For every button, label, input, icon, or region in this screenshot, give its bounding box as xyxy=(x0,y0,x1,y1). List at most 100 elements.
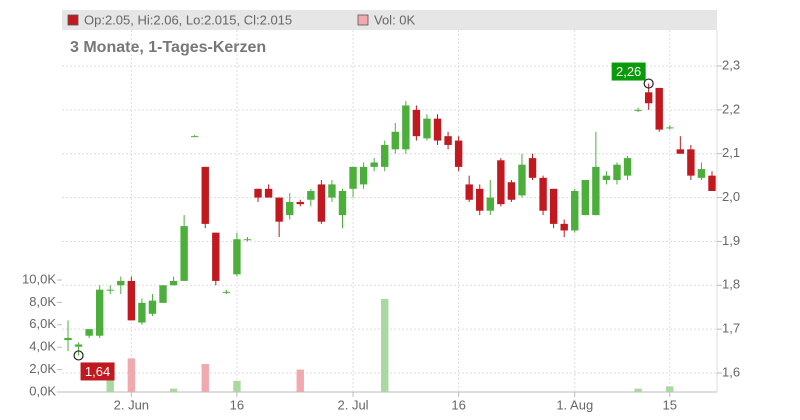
candle-body xyxy=(391,131,399,150)
ohlc-legend: Op:2.05, Hi:2.06, Lo:2.015, Cl:2.015 xyxy=(84,12,292,27)
candle-body xyxy=(328,184,336,198)
candle-body xyxy=(138,302,146,323)
y-tick-label: 1,6 xyxy=(722,364,740,379)
candle-body xyxy=(117,280,125,286)
y-tick-label: 1,7 xyxy=(722,321,740,336)
candle-body xyxy=(233,239,241,275)
volume-bar xyxy=(169,388,178,392)
candle-body xyxy=(644,92,653,104)
candle-body xyxy=(222,291,231,293)
candle-body xyxy=(539,177,547,211)
ohlc-legend-swatch xyxy=(67,14,79,26)
candle-body xyxy=(687,149,695,176)
candle-body xyxy=(317,184,326,222)
y2-tick-label: 8,0K xyxy=(29,294,56,309)
candle-body xyxy=(602,175,611,181)
x-tick-label: 15 xyxy=(663,397,677,412)
subtitle: 3 Monate, 1-Tages-Kerzen xyxy=(70,39,266,56)
annotation-box xyxy=(611,62,646,81)
volume-bar xyxy=(233,380,241,392)
candle-body xyxy=(549,188,558,224)
candle-body xyxy=(634,109,642,111)
candle-body xyxy=(592,166,600,216)
candle-body xyxy=(180,226,188,281)
candle-body xyxy=(286,201,294,216)
y2-tick-label: 4,0K xyxy=(29,339,56,354)
candle-body xyxy=(212,232,220,281)
x-tick-label: 1. Aug xyxy=(556,397,593,412)
candle-body xyxy=(64,337,72,341)
candle-body xyxy=(476,188,484,211)
x-tick-label: 2. Jul xyxy=(338,397,369,412)
annotation-marker xyxy=(73,350,84,361)
candle-body xyxy=(454,140,463,167)
annotation-marker xyxy=(643,78,654,89)
candle-body xyxy=(159,285,167,303)
candle-body xyxy=(560,223,568,231)
candle-body xyxy=(423,118,431,139)
y-tick-label: 2,2 xyxy=(722,101,740,116)
y2-tick-label: 10,0K xyxy=(22,271,56,286)
candle-body xyxy=(465,184,473,200)
candle-body xyxy=(708,175,716,191)
x-tick-label: 2. Jun xyxy=(114,397,149,412)
y-tick-label: 2,1 xyxy=(722,145,740,160)
candle-body xyxy=(74,344,83,347)
candle-body xyxy=(254,188,262,198)
candle-body xyxy=(613,164,621,181)
candle-body xyxy=(433,118,442,141)
legend-bar xyxy=(62,10,717,30)
candle-body xyxy=(402,105,410,150)
y2-tick-label: 0,0K xyxy=(29,383,56,398)
candle-body xyxy=(666,127,674,129)
candle-body xyxy=(127,280,136,321)
volume-bar xyxy=(127,358,136,392)
candle-body xyxy=(201,166,209,224)
candle-body xyxy=(264,188,273,198)
y-tick-label: 2,3 xyxy=(722,57,740,72)
candle-body xyxy=(412,109,421,137)
candle-body xyxy=(655,87,663,130)
candle-body xyxy=(95,289,104,336)
candle-body xyxy=(676,149,685,154)
volume-bar xyxy=(201,364,209,392)
candle-body xyxy=(106,289,114,291)
annotation-box xyxy=(80,362,115,381)
candle-body xyxy=(85,329,93,336)
candle-body xyxy=(338,190,347,216)
annotation-label: 2,26 xyxy=(616,64,641,79)
volume-bar xyxy=(634,388,642,392)
candle-body xyxy=(307,190,315,200)
candle-body xyxy=(697,169,706,178)
x-tick-label: 16 xyxy=(451,397,465,412)
candle-body xyxy=(296,201,304,205)
annotation-label: 1,64 xyxy=(85,364,110,379)
candle-body xyxy=(497,160,505,205)
candle-body xyxy=(518,164,526,196)
candle-body xyxy=(507,182,516,200)
y2-tick-label: 6,0K xyxy=(29,316,56,331)
y-tick-label: 1,8 xyxy=(722,277,740,292)
x-tick-label: 16 xyxy=(230,397,244,412)
candle-body xyxy=(370,162,378,167)
candle-body xyxy=(581,180,590,216)
y-tick-label: 2,0 xyxy=(722,189,740,204)
candle-body xyxy=(190,136,199,138)
y2-tick-label: 2,0K xyxy=(29,361,56,376)
volume-bar xyxy=(296,369,304,392)
candle-body xyxy=(571,190,579,231)
volume-bar xyxy=(666,386,674,392)
volume-legend-swatch xyxy=(357,14,369,26)
candle-body xyxy=(169,280,178,286)
candle-body xyxy=(359,166,368,185)
candle-body xyxy=(243,239,252,241)
candle-body xyxy=(381,144,389,167)
candle-body xyxy=(444,136,452,145)
volume-legend: Vol: 0K xyxy=(374,12,416,27)
volume-bar xyxy=(106,375,114,392)
candle-body xyxy=(623,158,632,176)
candle-body xyxy=(148,300,157,314)
candle-body xyxy=(275,197,283,222)
candle-body xyxy=(528,158,537,178)
y-tick-label: 1,9 xyxy=(722,233,740,248)
